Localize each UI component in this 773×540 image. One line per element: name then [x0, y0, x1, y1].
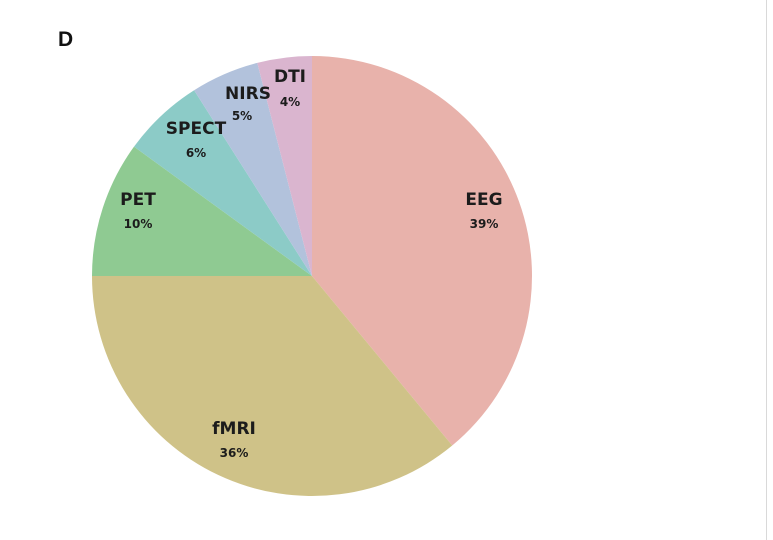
pie-slices — [92, 56, 532, 496]
slice-label-dti: DTI — [274, 67, 306, 87]
slice-value-nirs: 5% — [232, 109, 252, 123]
slice-label-spect: SPECT — [166, 119, 227, 139]
slice-value-fmri: 36% — [220, 446, 249, 460]
slice-label-nirs: NIRS — [225, 84, 271, 104]
slice-value-spect: 6% — [186, 146, 206, 160]
pie-slice-spect — [134, 90, 312, 276]
pie-labels: EEG 39% fMRI 36% PET 10% SPECT 6% NIRS 5% DTI 4% — [120, 67, 502, 460]
slice-label-eeg: EEG — [465, 190, 502, 210]
page-divider — [766, 0, 767, 540]
pie-slice-nirs — [194, 62, 312, 276]
slice-value-eeg: 39% — [470, 217, 499, 231]
panel-label: D — [58, 28, 74, 51]
slice-value-dti: 4% — [280, 95, 300, 109]
pie-slice-pet — [92, 146, 312, 276]
slice-label-pet: PET — [120, 190, 156, 210]
slice-label-fmri: fMRI — [212, 419, 256, 439]
pie-slice-eeg — [312, 56, 532, 446]
pie-slice-fmri — [92, 276, 453, 496]
slice-value-pet: 10% — [124, 217, 153, 231]
pie-slice-dti — [257, 56, 312, 276]
